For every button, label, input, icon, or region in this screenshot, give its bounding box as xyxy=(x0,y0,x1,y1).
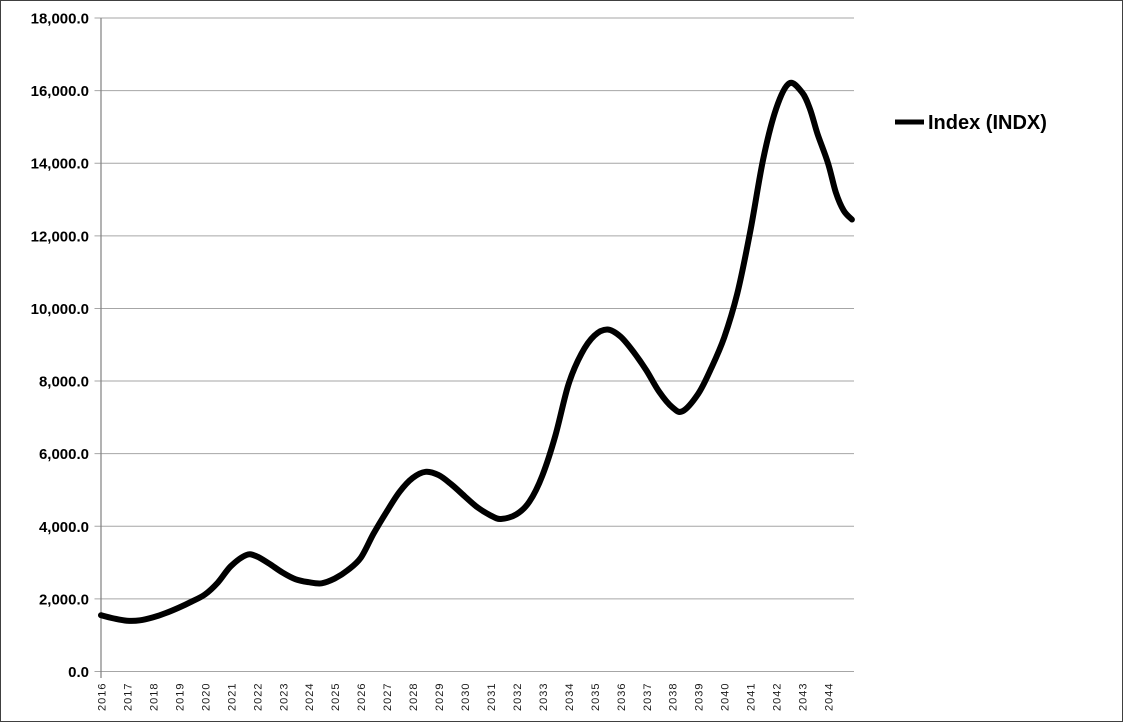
y-tick-label: 4,000.0 xyxy=(39,519,89,536)
x-tick-label: 2019 xyxy=(174,683,186,711)
x-tick-label: 2030 xyxy=(460,683,472,711)
x-tick-label: 2022 xyxy=(252,683,264,711)
x-tick-label: 2032 xyxy=(512,683,524,711)
x-tick-label: 2042 xyxy=(772,683,784,711)
x-tick-label: 2016 xyxy=(97,683,109,711)
x-tick-label: 2039 xyxy=(694,683,706,711)
legend-label: Index (INDX) xyxy=(928,112,1047,134)
x-tick-label: 2021 xyxy=(226,683,238,711)
x-tick-label: 2033 xyxy=(538,683,550,711)
y-tick-label: 12,000.0 xyxy=(31,228,89,245)
series-line-index xyxy=(98,79,855,624)
x-tick-label: 2038 xyxy=(668,683,680,711)
x-tick-label: 2029 xyxy=(434,683,446,711)
x-tick-label: 2043 xyxy=(798,683,810,711)
y-tick-label: 14,000.0 xyxy=(31,156,89,173)
y-tick-label: 10,000.0 xyxy=(31,301,89,318)
gridlines xyxy=(94,17,854,672)
y-tick-label: 16,000.0 xyxy=(31,83,89,100)
y-tick-label: 6,000.0 xyxy=(39,446,89,463)
x-tick-label: 2031 xyxy=(486,683,498,711)
x-tick-label: 2018 xyxy=(148,683,160,711)
x-tick-label: 2040 xyxy=(720,683,732,711)
y-tick-label: 2,000.0 xyxy=(39,591,89,608)
x-tick-label: 2024 xyxy=(304,683,316,711)
x-tick-label: 2028 xyxy=(408,683,420,711)
x-axis-labels: 2016 2017 2018 2019 2020 2021 2022 2023 2024 2025… xyxy=(97,683,836,711)
x-tick-label: 2037 xyxy=(642,683,654,711)
x-tick-label: 2023 xyxy=(278,683,290,711)
x-tick-label: 2035 xyxy=(590,683,602,711)
x-tick-label: 2036 xyxy=(616,683,628,711)
x-tick-label: 2017 xyxy=(122,683,134,711)
y-tick-label: 18,000.0 xyxy=(31,11,89,28)
x-tick-label: 2044 xyxy=(824,683,836,711)
y-axis-labels: 0.0 2,000.0 4,000.0 6,000.0 8,000.0 10,000.0 1… xyxy=(31,11,89,682)
y-tick-label: 0.0 xyxy=(68,664,89,681)
x-tick-label: 2020 xyxy=(200,683,212,711)
x-tick-label: 2034 xyxy=(564,683,576,711)
x-tick-label: 2025 xyxy=(330,683,342,711)
y-tick-label: 8,000.0 xyxy=(39,374,89,391)
x-tick-label: 2027 xyxy=(382,683,394,711)
x-tick-label: 2026 xyxy=(356,683,368,711)
legend: Index (INDX) xyxy=(895,112,1047,134)
x-tick-label: 2041 xyxy=(746,683,758,711)
